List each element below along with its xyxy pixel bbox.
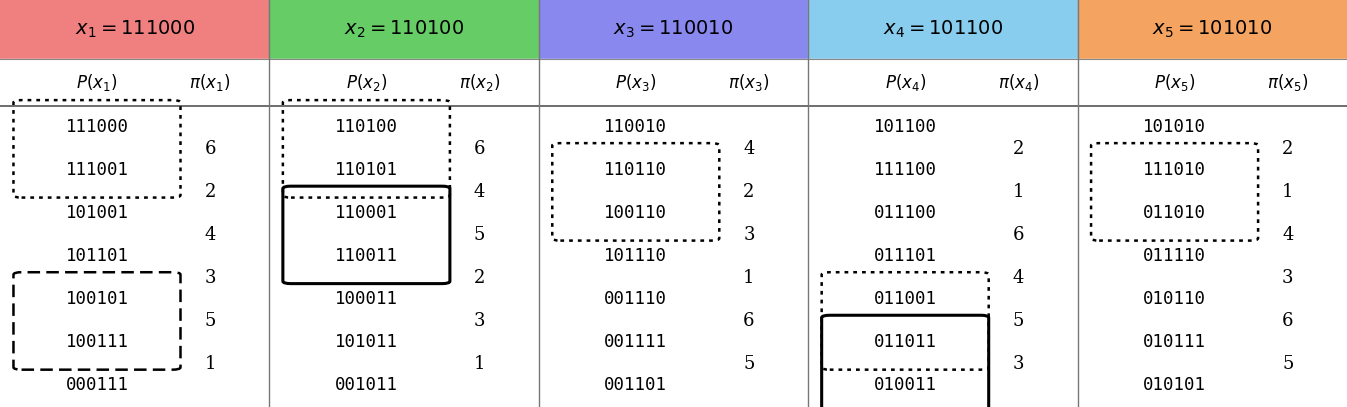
Text: 6: 6: [474, 140, 485, 158]
Text: 001101: 001101: [605, 376, 667, 394]
Text: 6: 6: [205, 140, 216, 158]
Text: $\pi(x_{3})$: $\pi(x_{3})$: [729, 72, 769, 93]
Text: 110100: 110100: [335, 118, 397, 136]
Text: 1: 1: [744, 269, 754, 287]
Text: 5: 5: [474, 226, 485, 244]
Text: 100111: 100111: [66, 333, 128, 352]
Text: 010111: 010111: [1144, 333, 1206, 352]
Text: 3: 3: [1013, 355, 1024, 373]
Text: 5: 5: [1013, 312, 1024, 330]
Text: 4: 4: [474, 183, 485, 201]
Text: 110101: 110101: [335, 161, 397, 179]
Bar: [1078, 0, 1347, 59]
Text: $\pi(x_{5})$: $\pi(x_{5})$: [1268, 72, 1308, 93]
Text: $\mathit{x}_{2} = 110100$: $\mathit{x}_{2} = 110100$: [343, 19, 465, 40]
Text: 111010: 111010: [1144, 161, 1206, 179]
Text: 3: 3: [474, 312, 485, 330]
Text: 4: 4: [1013, 269, 1024, 287]
Text: 2: 2: [1282, 140, 1293, 158]
Text: 100011: 100011: [335, 291, 397, 309]
Text: 110010: 110010: [605, 118, 667, 136]
Text: $P(x_{5})$: $P(x_{5})$: [1154, 72, 1195, 93]
Text: $P(x_{3})$: $P(x_{3})$: [616, 72, 656, 93]
Text: 2: 2: [205, 183, 216, 201]
Text: 011110: 011110: [1144, 247, 1206, 265]
Text: 111000: 111000: [66, 118, 128, 136]
Text: 101110: 101110: [605, 247, 667, 265]
Text: 1: 1: [1282, 183, 1293, 201]
Text: 101011: 101011: [335, 333, 397, 352]
Text: 6: 6: [1282, 312, 1293, 330]
Text: 101010: 101010: [1144, 118, 1206, 136]
Text: 010101: 010101: [1144, 376, 1206, 394]
Text: $\mathit{x}_{4} = 101100$: $\mathit{x}_{4} = 101100$: [882, 19, 1004, 40]
Text: 110001: 110001: [335, 204, 397, 222]
Text: 5: 5: [744, 355, 754, 373]
Text: 6: 6: [744, 312, 754, 330]
Text: 1: 1: [205, 355, 216, 373]
Text: 2: 2: [744, 183, 754, 201]
Bar: [269, 0, 539, 59]
Text: 5: 5: [205, 312, 216, 330]
Text: $P(x_{2})$: $P(x_{2})$: [346, 72, 387, 93]
Text: 101101: 101101: [66, 247, 128, 265]
Text: $\mathit{x}_{1} = 111000$: $\mathit{x}_{1} = 111000$: [74, 19, 195, 40]
Text: $P(x_{1})$: $P(x_{1})$: [77, 72, 117, 93]
Text: 010011: 010011: [874, 376, 936, 394]
Text: 110110: 110110: [605, 161, 667, 179]
Text: 4: 4: [205, 226, 216, 244]
Text: 4: 4: [1282, 226, 1293, 244]
Text: $\pi(x_{4})$: $\pi(x_{4})$: [998, 72, 1039, 93]
Text: $P(x_{4})$: $P(x_{4})$: [885, 72, 925, 93]
Text: 001110: 001110: [605, 291, 667, 309]
Text: 001011: 001011: [335, 376, 397, 394]
Text: 100110: 100110: [605, 204, 667, 222]
Text: 101100: 101100: [874, 118, 936, 136]
Text: $\mathit{x}_{3} = 110010$: $\mathit{x}_{3} = 110010$: [613, 19, 734, 40]
Text: 3: 3: [744, 226, 754, 244]
Text: 010110: 010110: [1144, 291, 1206, 309]
Bar: [539, 0, 808, 59]
Text: 6: 6: [1013, 226, 1024, 244]
Text: 100101: 100101: [66, 291, 128, 309]
Text: $\pi(x_{2})$: $\pi(x_{2})$: [459, 72, 500, 93]
Text: 000111: 000111: [66, 376, 128, 394]
Text: 111100: 111100: [874, 161, 936, 179]
Text: 3: 3: [1282, 269, 1293, 287]
Text: 4: 4: [744, 140, 754, 158]
Text: 011010: 011010: [1144, 204, 1206, 222]
Text: $\pi(x_{1})$: $\pi(x_{1})$: [190, 72, 230, 93]
Text: 011011: 011011: [874, 333, 936, 352]
Text: $\mathit{x}_{5} = 101010$: $\mathit{x}_{5} = 101010$: [1152, 19, 1273, 40]
Bar: [0, 59, 1347, 106]
Text: 1: 1: [474, 355, 485, 373]
Text: 011101: 011101: [874, 247, 936, 265]
Text: 2: 2: [1013, 140, 1024, 158]
Text: 001111: 001111: [605, 333, 667, 352]
Text: 3: 3: [205, 269, 216, 287]
Text: 111001: 111001: [66, 161, 128, 179]
Text: 110011: 110011: [335, 247, 397, 265]
Text: 011001: 011001: [874, 291, 936, 309]
Text: 5: 5: [1282, 355, 1293, 373]
Text: 101001: 101001: [66, 204, 128, 222]
Text: 011100: 011100: [874, 204, 936, 222]
Bar: [808, 0, 1078, 59]
Bar: [0, 0, 269, 59]
Text: 1: 1: [1013, 183, 1024, 201]
Text: 2: 2: [474, 269, 485, 287]
